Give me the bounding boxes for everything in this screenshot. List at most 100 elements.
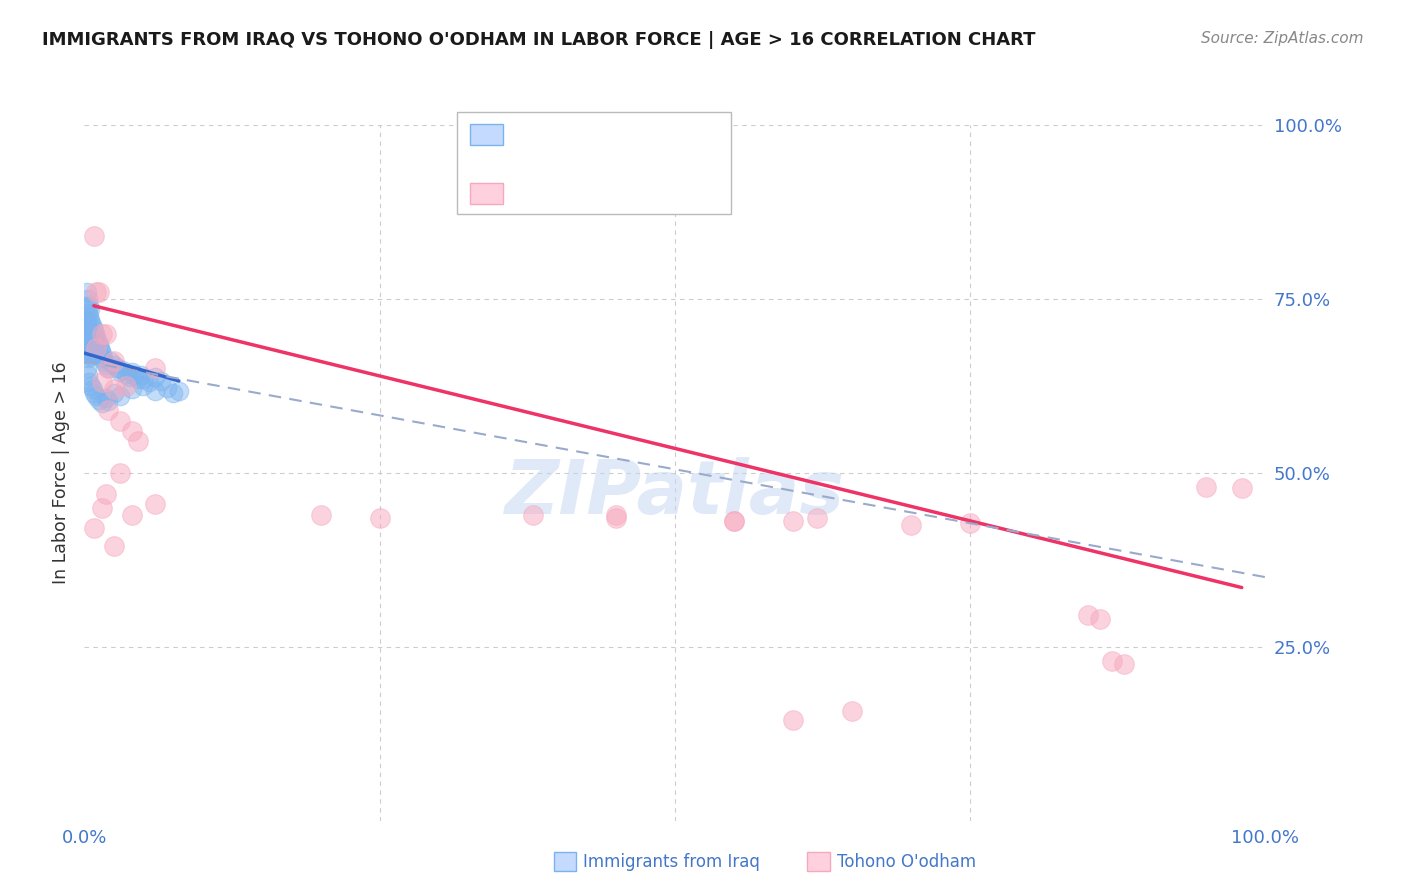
Point	[121, 382, 143, 396]
Text: Tohono O'odham: Tohono O'odham	[837, 853, 976, 871]
Point	[83, 337, 105, 351]
Point	[132, 372, 155, 386]
Point	[723, 515, 745, 529]
Point	[84, 341, 107, 355]
Point	[118, 369, 141, 384]
Point	[1230, 481, 1253, 495]
Point	[782, 713, 804, 727]
Point	[522, 508, 544, 522]
Text: Immigrants from Iraq: Immigrants from Iraq	[583, 853, 761, 871]
Point	[143, 497, 166, 511]
Point	[84, 330, 107, 344]
Text: R = -0.311: R = -0.311	[513, 126, 603, 144]
Point	[93, 354, 115, 368]
Point	[111, 363, 134, 377]
Text: N = 31: N = 31	[617, 185, 679, 202]
Point	[806, 511, 828, 525]
Point	[97, 403, 120, 417]
Point	[1112, 657, 1135, 671]
Point	[94, 391, 117, 405]
Point	[121, 508, 143, 522]
Point	[77, 368, 100, 383]
Point	[108, 466, 131, 480]
Point	[76, 361, 98, 376]
Point	[108, 414, 131, 428]
Point	[1088, 612, 1111, 626]
Point	[723, 515, 745, 529]
Point	[80, 316, 103, 330]
Point	[83, 385, 105, 400]
Point	[97, 361, 120, 376]
Point	[76, 347, 98, 361]
Point	[84, 326, 107, 341]
Point	[77, 299, 100, 313]
Point	[91, 347, 114, 361]
Point	[107, 361, 129, 376]
Point	[84, 285, 107, 299]
Point	[91, 351, 114, 365]
Point	[75, 312, 97, 326]
Point	[76, 316, 98, 330]
Point	[83, 229, 105, 244]
Point	[83, 521, 105, 535]
Point	[77, 343, 100, 358]
Point	[114, 378, 136, 392]
Point	[129, 368, 152, 383]
Point	[84, 341, 107, 355]
Point	[79, 326, 101, 341]
Point	[143, 384, 166, 398]
Point	[77, 292, 100, 306]
Point	[900, 517, 922, 532]
Point	[309, 508, 332, 522]
Point	[91, 500, 114, 515]
Point	[77, 310, 100, 324]
Point	[1101, 654, 1123, 668]
Point	[103, 385, 125, 400]
Point	[97, 394, 120, 409]
Point	[83, 323, 105, 337]
Point	[80, 328, 103, 343]
Text: R = -0.613: R = -0.613	[513, 185, 603, 202]
Point	[76, 330, 98, 344]
Point	[77, 306, 100, 320]
Point	[82, 319, 104, 334]
Point	[82, 382, 104, 396]
Point	[77, 351, 100, 365]
Point	[75, 299, 97, 313]
Point	[103, 382, 125, 396]
Point	[89, 341, 111, 355]
Point	[162, 385, 184, 400]
Point	[156, 381, 179, 395]
Point	[94, 358, 117, 372]
Point	[97, 361, 120, 376]
Point	[82, 347, 104, 361]
Point	[82, 334, 104, 348]
Point	[121, 424, 143, 438]
Point	[108, 389, 131, 403]
Point	[77, 323, 100, 337]
Point	[782, 515, 804, 529]
Point	[122, 368, 145, 383]
Point	[84, 343, 107, 358]
Point	[841, 704, 863, 718]
Point	[138, 376, 160, 390]
Point	[1077, 608, 1099, 623]
Point	[87, 392, 110, 407]
Point	[143, 369, 166, 384]
Point	[91, 396, 114, 410]
Point	[103, 358, 125, 372]
Point	[127, 372, 149, 386]
Point	[90, 343, 112, 358]
Point	[86, 347, 108, 361]
Point	[143, 361, 166, 376]
Point	[1195, 480, 1218, 494]
Point	[76, 341, 98, 355]
Text: ZIPatlas: ZIPatlas	[505, 457, 845, 530]
Point	[79, 349, 101, 363]
Point	[605, 508, 627, 522]
Point	[84, 389, 107, 403]
Text: IMMIGRANTS FROM IRAQ VS TOHONO O'ODHAM IN LABOR FORCE | AGE > 16 CORRELATION CHA: IMMIGRANTS FROM IRAQ VS TOHONO O'ODHAM I…	[42, 31, 1036, 49]
Point	[132, 378, 155, 392]
Point	[79, 337, 101, 351]
Point	[79, 312, 101, 326]
